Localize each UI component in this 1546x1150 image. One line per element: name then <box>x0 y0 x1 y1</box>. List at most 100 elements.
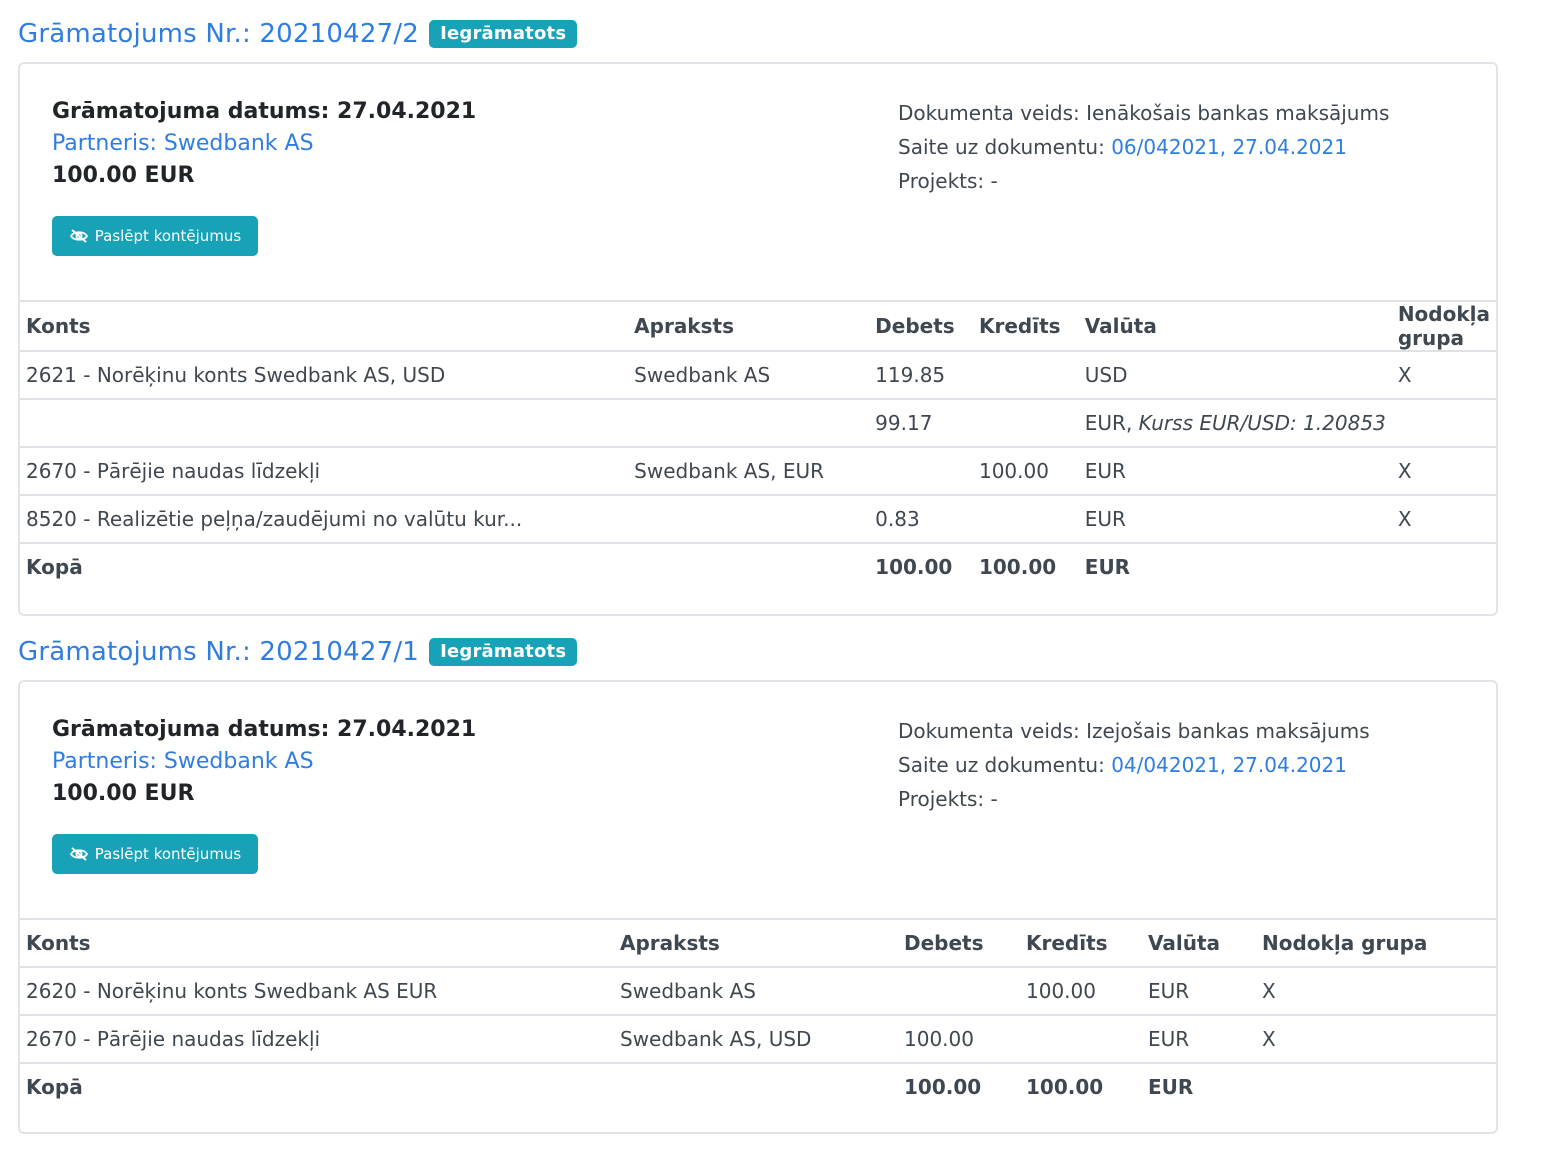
table-header-row: Konts Apraksts Debets Kredīts Valūta Nod… <box>20 918 1496 968</box>
total-kredits: 100.00 <box>978 555 1057 579</box>
col-nodoklis: Nodokļa grupa <box>1256 918 1496 968</box>
document-link[interactable]: 04/042021, 27.04.2021 <box>1111 753 1347 777</box>
col-debets: Debets <box>898 918 1020 968</box>
cell-apraksts <box>628 495 870 544</box>
cell-nodoklis: X <box>1256 1015 1496 1064</box>
cell-nodoklis: X <box>1256 967 1496 1016</box>
total-empty <box>1392 543 1496 590</box>
cell-apraksts: Swedbank AS, EUR <box>628 447 870 496</box>
table-row: 2670 - Pārējie naudas līdzekļi Swedbank … <box>20 447 1496 496</box>
document-link-label: Saite uz dokumentu: <box>898 753 1112 777</box>
col-nodoklis: Nodokļa grupa <box>1391 300 1496 352</box>
cell-nodoklis: X <box>1391 351 1496 400</box>
document-link-label: Saite uz dokumentu: <box>898 135 1112 159</box>
cell-debets: 119.85 <box>869 351 973 400</box>
entry-title-link[interactable]: Grāmatojums Nr.: 20210427/1 <box>18 637 420 667</box>
postings-table: Konts Apraksts Debets Kredīts Valūta Nod… <box>20 918 1496 1110</box>
status-badge: Iegrāmatots <box>429 20 578 48</box>
cell-valuta: EUR <box>1078 495 1392 544</box>
cell-apraksts: Swedbank AS, USD <box>614 1015 898 1064</box>
eye-slash-icon <box>69 229 88 243</box>
cell-valuta: EUR <box>1078 447 1392 496</box>
entry-20210427-1: Grāmatojums Nr.: 20210427/1 Iegrāmatots … <box>18 632 1498 1134</box>
col-kredits: Kredīts <box>1020 918 1142 968</box>
entry-title-link[interactable]: Grāmatojums Nr.: 20210427/2 <box>18 19 420 49</box>
total-empty <box>628 543 869 590</box>
entry-amount: 100.00 EUR <box>52 163 195 188</box>
total-label: Kopā <box>26 555 83 579</box>
cell-nodoklis: X <box>1391 495 1496 544</box>
cell-konts: 2670 - Pārējie naudas līdzekļi <box>20 1015 614 1064</box>
document-info: Dokumenta veids: Ienākošais bankas maksā… <box>898 96 1389 198</box>
cell-konts: 2620 - Norēķinu konts Swedbank AS EUR <box>20 967 614 1016</box>
cell-kredits: 100.00 <box>1020 967 1142 1016</box>
col-valuta: Valūta <box>1142 918 1256 968</box>
cell-kredits <box>972 399 1079 448</box>
entry-card: Grāmatojuma datums: 27.04.2021 Partneris… <box>18 680 1498 1134</box>
col-apraksts: Apraksts <box>614 918 898 968</box>
cell-konts: 8520 - Realizētie peļņa/zaudējumi no val… <box>20 495 629 544</box>
entry-summary: Grāmatojuma datums: 27.04.2021 Partneris… <box>52 714 476 810</box>
hide-postings-label: Paslēpt kontējumus <box>94 845 242 863</box>
entry-header: Grāmatojuma datums: 27.04.2021 Partneris… <box>20 682 1496 918</box>
document-type: Dokumenta veids: Izejošais bankas maksāj… <box>898 719 1370 743</box>
project: Projekts: - <box>898 787 998 811</box>
entry-card: Grāmatojuma datums: 27.04.2021 Partneris… <box>18 62 1498 616</box>
table-row: 2621 - Norēķinu konts Swedbank AS, USD S… <box>20 351 1496 400</box>
document-info: Dokumenta veids: Izejošais bankas maksāj… <box>898 714 1370 816</box>
valuta-code: EUR, <box>1084 411 1139 435</box>
cell-debets: 99.17 <box>869 399 973 448</box>
cell-valuta: USD <box>1078 351 1392 400</box>
total-debets: 100.00 <box>875 555 953 579</box>
cell-valuta: EUR <box>1142 967 1256 1016</box>
cell-konts: 2621 - Norēķinu konts Swedbank AS, USD <box>20 351 629 400</box>
document-link[interactable]: 06/042021, 27.04.2021 <box>1111 135 1347 159</box>
col-apraksts: Apraksts <box>628 300 870 352</box>
col-debets: Debets <box>869 300 973 352</box>
cell-nodoklis: X <box>1391 447 1496 496</box>
entry-summary: Grāmatojuma datums: 27.04.2021 Partneris… <box>52 96 476 192</box>
table-row: 8520 - Realizētie peļņa/zaudējumi no val… <box>20 495 1496 544</box>
entry-20210427-2: Grāmatojums Nr.: 20210427/2 Iegrāmatots … <box>18 14 1498 616</box>
cell-debets <box>898 967 1020 1016</box>
cell-debets <box>869 447 973 496</box>
col-konts: Konts <box>20 918 614 968</box>
total-empty <box>614 1063 898 1110</box>
postings-table: Konts Apraksts Debets Kredīts Valūta Nod… <box>20 300 1496 590</box>
cell-konts: 2670 - Pārējie naudas līdzekļi <box>20 447 629 496</box>
cell-kredits <box>972 351 1079 400</box>
entry-amount: 100.00 EUR <box>52 781 195 806</box>
cell-apraksts: Swedbank AS <box>628 351 870 400</box>
hide-postings-button[interactable]: Paslēpt kontējumus <box>52 834 258 874</box>
cell-apraksts <box>628 399 870 448</box>
project: Projekts: - <box>898 169 998 193</box>
partner-link[interactable]: Partneris: Swedbank AS <box>52 131 314 156</box>
exchange-rate-note: Kurss EUR/USD: 1.20853 <box>1138 411 1386 435</box>
total-row: Kopā 100.00 100.00 EUR <box>20 543 1496 590</box>
total-valuta: EUR <box>1148 1075 1194 1099</box>
cell-valuta: EUR, Kurss EUR/USD: 1.20853 <box>1078 399 1392 448</box>
hide-postings-button[interactable]: Paslēpt kontējumus <box>52 216 258 256</box>
table-row: 2670 - Pārējie naudas līdzekļi Swedbank … <box>20 1015 1496 1064</box>
partner-link[interactable]: Partneris: Swedbank AS <box>52 749 314 774</box>
table-row: 2620 - Norēķinu konts Swedbank AS EUR Sw… <box>20 967 1496 1016</box>
total-debets: 100.00 <box>904 1075 982 1099</box>
posting-date: Grāmatojuma datums: 27.04.2021 <box>52 717 477 742</box>
cell-valuta: EUR <box>1142 1015 1256 1064</box>
document-link-row: Saite uz dokumentu: 04/042021, 27.04.202… <box>898 748 1370 782</box>
table-row: 99.17 EUR, Kurss EUR/USD: 1.20853 <box>20 399 1496 448</box>
col-konts: Konts <box>20 300 629 352</box>
total-valuta: EUR <box>1084 555 1131 579</box>
total-label: Kopā <box>26 1075 83 1099</box>
cell-debets: 0.83 <box>869 495 973 544</box>
document-link-row: Saite uz dokumentu: 06/042021, 27.04.202… <box>898 130 1389 164</box>
eye-slash-icon <box>69 847 88 861</box>
document-type: Dokumenta veids: Ienākošais bankas maksā… <box>898 101 1390 125</box>
hide-postings-label: Paslēpt kontējumus <box>94 227 242 245</box>
col-valuta: Valūta <box>1078 300 1392 352</box>
entry-title: Grāmatojums Nr.: 20210427/2 Iegrāmatots <box>18 14 1498 54</box>
cell-apraksts: Swedbank AS <box>614 967 898 1016</box>
cell-kredits <box>972 495 1079 544</box>
cell-debets: 100.00 <box>898 1015 1020 1064</box>
total-empty <box>1256 1063 1496 1110</box>
